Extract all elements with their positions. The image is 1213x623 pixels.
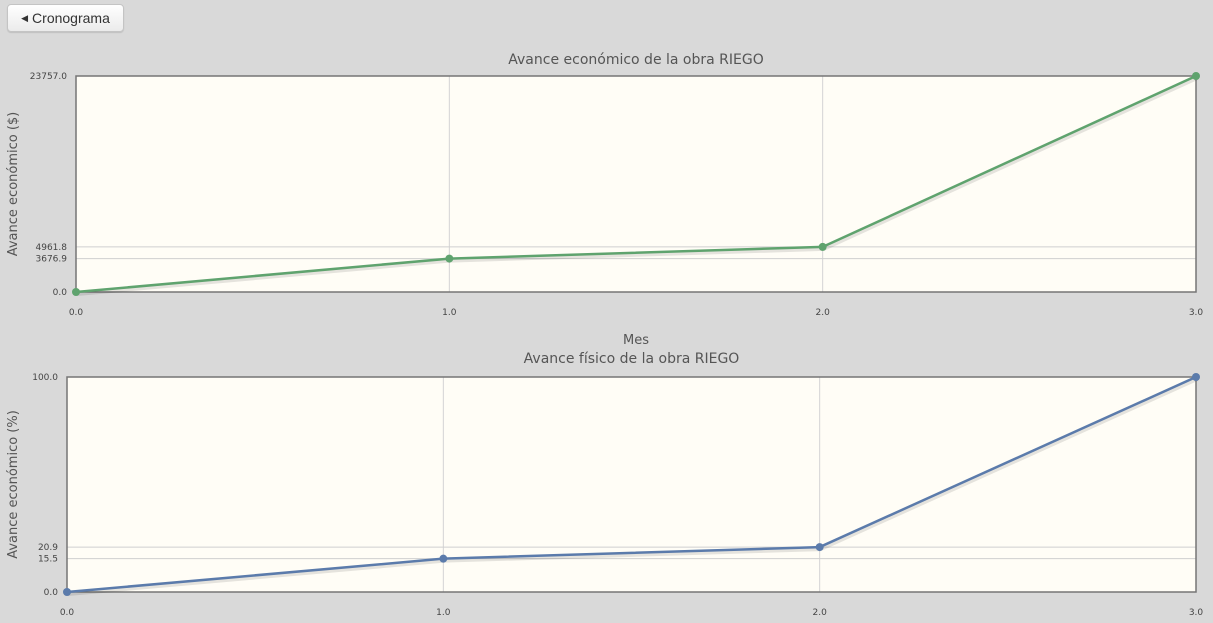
data-point — [815, 543, 824, 552]
caret-left-icon: ◀ — [21, 12, 29, 23]
x-tick-label: 3.0 — [1189, 608, 1204, 618]
series-line-shadow — [67, 377, 1198, 596]
y-axis-label: Avance económico (%) — [6, 410, 21, 559]
y-axis-label: Avance económico ($) — [6, 112, 21, 257]
x-tick-label: 0.0 — [60, 608, 75, 618]
x-tick-label: 2.0 — [816, 308, 831, 318]
x-tick-label: 2.0 — [813, 608, 828, 618]
y-tick-label: 15.5 — [38, 555, 58, 565]
plot-border — [75, 75, 1197, 293]
plot-area — [67, 377, 1196, 592]
x-axis-label: Mes — [623, 333, 649, 348]
y-tick-label: 4961.8 — [36, 243, 68, 253]
physical-progress-chart: Avance físico de la obra RIEGO Avance eco… — [6, 351, 1204, 618]
economic-progress-chart: Avance económico de la obra RIEGO Avance … — [6, 52, 1204, 348]
y-tick-label: 20.9 — [38, 543, 58, 553]
series-line-shadow — [76, 76, 1198, 296]
data-point — [439, 554, 448, 563]
x-tick-label: 3.0 — [1189, 308, 1204, 318]
x-tick-label: 0.0 — [69, 308, 84, 318]
data-point — [63, 588, 71, 596]
x-tick-label: 1.0 — [442, 308, 457, 318]
cronograma-back-button[interactable]: ◀ Cronograma — [7, 4, 124, 32]
chart-title: Avance económico de la obra RIEGO — [508, 52, 764, 68]
series-line — [66, 375, 1197, 594]
plot-border — [66, 376, 1197, 593]
y-tick-label: 0.0 — [53, 288, 68, 298]
y-tick-label: 3676.9 — [36, 255, 68, 265]
x-tick-label: 1.0 — [436, 608, 451, 618]
data-point — [1192, 373, 1200, 381]
series-line — [75, 74, 1197, 294]
data-point — [445, 254, 454, 263]
y-tick-label: 0.0 — [44, 588, 59, 598]
y-tick-label: 100.0 — [32, 373, 58, 383]
chart-title: Avance físico de la obra RIEGO — [524, 351, 740, 367]
back-button-label: Cronograma — [32, 10, 110, 26]
data-point — [1192, 72, 1200, 80]
data-point — [818, 242, 827, 251]
y-tick-label: 23757.0 — [30, 72, 67, 82]
plot-area — [76, 76, 1196, 292]
data-point — [72, 288, 80, 296]
